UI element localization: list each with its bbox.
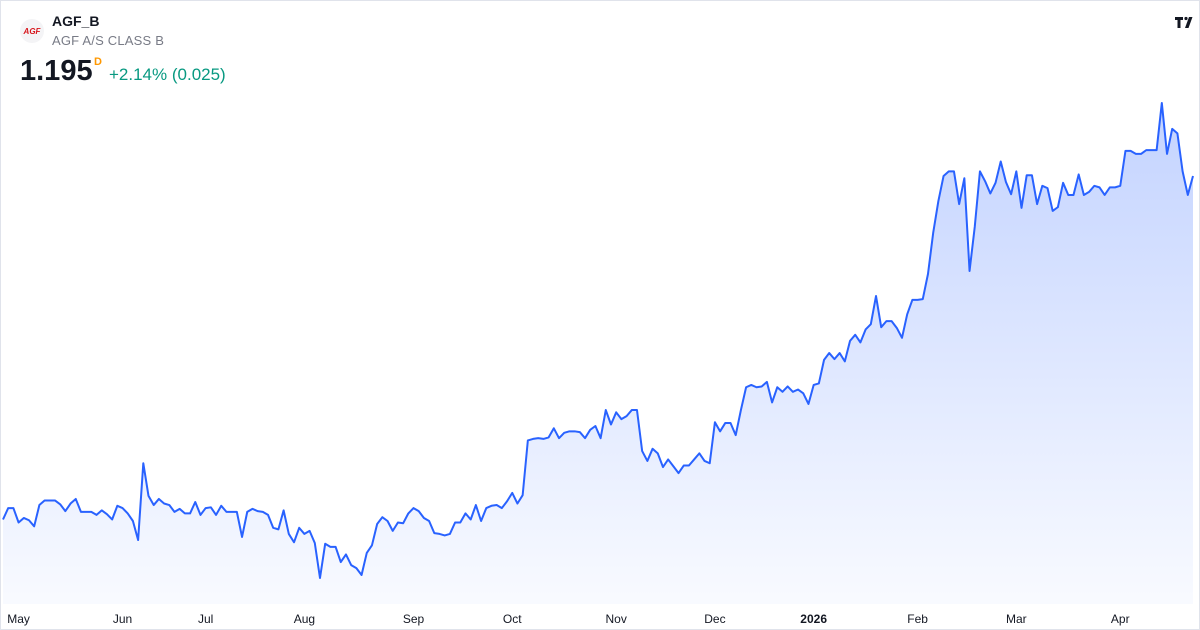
x-tick-label: 2026 — [800, 612, 827, 626]
logo-text: AGF — [23, 26, 41, 36]
price-change: +2.14% (0.025) — [109, 65, 226, 84]
interval: D — [94, 56, 102, 68]
last-price: 1.195 — [20, 55, 93, 87]
x-tick-label: Apr — [1111, 612, 1130, 626]
instrument-name: AGF A/S CLASS B — [52, 33, 165, 48]
x-tick-label: Feb — [907, 612, 928, 626]
x-tick-label: Oct — [503, 612, 522, 626]
x-tick-label: Mar — [1006, 612, 1027, 626]
symbol: AGF_B — [52, 13, 100, 29]
area-fill — [3, 103, 1193, 604]
brand-logo[interactable] — [1170, 9, 1198, 35]
x-tick-label: Dec — [704, 612, 725, 626]
x-tick-label: Jun — [113, 612, 132, 626]
brand-icon — [1175, 16, 1193, 28]
x-tick-label: May — [7, 612, 30, 626]
x-tick-label: Sep — [403, 612, 425, 626]
price-line — [2, 102, 1194, 579]
x-tick-label: Jul — [198, 612, 213, 626]
x-tick-label: Nov — [606, 612, 627, 626]
x-tick-label: Aug — [294, 612, 315, 626]
logo: AGF — [20, 19, 44, 43]
